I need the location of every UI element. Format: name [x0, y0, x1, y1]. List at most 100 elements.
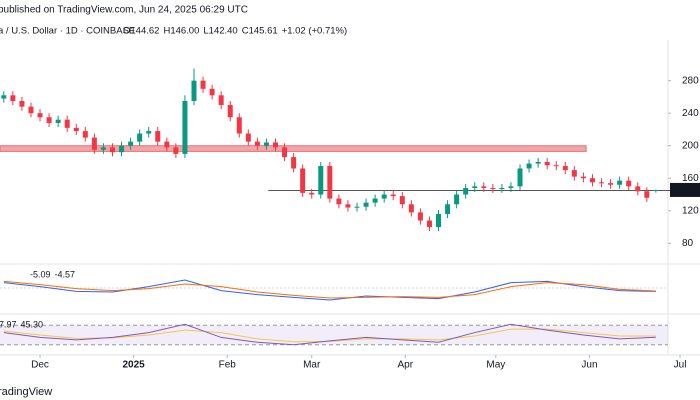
candle-body — [200, 80, 206, 89]
candle-body — [37, 113, 43, 118]
candle-body — [245, 133, 251, 142]
candle-body — [535, 161, 541, 164]
candle-body — [146, 131, 152, 134]
candle-body — [517, 168, 523, 187]
x-tick-label: Jul — [674, 360, 687, 371]
ohlc-value: C145.61 — [242, 26, 278, 37]
candle-body — [472, 186, 478, 188]
published-note: published on TradingView.com, Jun 24, 20… — [0, 5, 248, 16]
candle-body — [1, 95, 7, 99]
candle-body — [454, 194, 460, 205]
footer-brand: radingView — [0, 386, 52, 398]
candle-body — [589, 178, 595, 183]
candle-body — [236, 117, 242, 134]
y-tick-label: 280 — [682, 75, 699, 86]
candle-body — [28, 106, 34, 114]
candle-body — [137, 133, 143, 142]
y-tick-label: 240 — [682, 108, 699, 119]
candle-body — [282, 147, 288, 158]
candle-body — [345, 204, 351, 208]
candle-body — [417, 212, 423, 221]
candle-body — [490, 188, 496, 189]
candle-body — [608, 183, 614, 185]
candle-body — [128, 141, 134, 146]
indicator-value: -4.57 — [55, 269, 76, 279]
candle-body — [272, 142, 278, 148]
candle-body — [372, 198, 378, 203]
candle-body — [64, 119, 70, 128]
candle-body — [100, 147, 106, 150]
candle-body — [209, 88, 215, 96]
indicator-value: -5.09 — [30, 269, 51, 279]
indicator-value: 45.30 — [21, 319, 44, 329]
candle-body — [119, 145, 125, 153]
candle-body — [481, 186, 487, 188]
resistance-zone — [0, 145, 587, 152]
candle-body — [445, 204, 451, 215]
candle-body — [173, 147, 179, 154]
ohlc-value: H146.00 — [163, 26, 199, 37]
ohlc-value: +1.02 (+0.71%) — [282, 26, 348, 37]
candle-body — [508, 186, 514, 188]
candle-body — [109, 147, 115, 153]
y-tick-label: 80 — [682, 238, 694, 249]
candle-body — [327, 166, 333, 199]
candle-body — [82, 131, 88, 138]
candle-body — [526, 163, 532, 169]
candle-body — [155, 131, 161, 142]
x-tick-label: Apr — [397, 360, 413, 371]
x-tick-label: Jun — [581, 360, 597, 371]
candle-body — [46, 117, 52, 123]
candle-body — [562, 166, 568, 171]
x-tick-label: Feb — [219, 360, 237, 371]
macd-line — [3, 280, 656, 299]
y-tick-label: 120 — [682, 205, 699, 216]
candle-body — [263, 142, 269, 146]
macd-line — [3, 279, 656, 301]
x-tick-label: May — [486, 360, 505, 371]
candle-body — [626, 180, 632, 187]
y-tick-label: 200 — [682, 140, 699, 151]
candle-body — [300, 168, 306, 193]
price-tag — [670, 182, 700, 197]
candle-body — [19, 100, 25, 107]
candle-body — [653, 189, 659, 191]
candle-body — [55, 119, 61, 123]
symbol-title: a / U.S. Dollar · 1D · COINBASE — [0, 26, 135, 37]
candle-body — [499, 188, 505, 189]
candle-body — [254, 141, 260, 146]
candle-body — [91, 137, 97, 150]
candle-body — [390, 194, 396, 197]
candle-body — [399, 196, 405, 205]
candle-body — [363, 202, 369, 207]
ohlc-value: L142.40 — [203, 26, 237, 37]
ohlc-value: O144.62 — [123, 26, 159, 37]
candle-body — [544, 161, 550, 166]
candle-body — [182, 100, 188, 154]
candle-body — [191, 80, 197, 101]
x-tick-label: Mar — [303, 360, 321, 371]
candle-body — [10, 95, 16, 101]
candle-body — [381, 194, 387, 199]
rsi-line — [3, 323, 656, 346]
y-tick-label: 160 — [682, 173, 699, 184]
candle-body — [553, 165, 559, 167]
candle-body — [635, 186, 641, 192]
candle-body — [218, 95, 224, 106]
candle-body — [309, 192, 315, 195]
candle-body — [164, 141, 170, 148]
candle-body — [73, 127, 79, 132]
candle-body — [436, 214, 442, 228]
candle-body — [291, 157, 297, 169]
rsi-band — [0, 325, 668, 345]
x-tick-label: Dec — [31, 360, 49, 371]
candle-body — [354, 206, 360, 208]
candle-body — [426, 220, 432, 228]
candle-body — [227, 105, 233, 118]
candle-body — [408, 204, 414, 213]
candle-body — [463, 188, 469, 195]
candle-body — [617, 180, 623, 185]
candle-body — [644, 191, 650, 198]
candle-body — [599, 182, 605, 184]
